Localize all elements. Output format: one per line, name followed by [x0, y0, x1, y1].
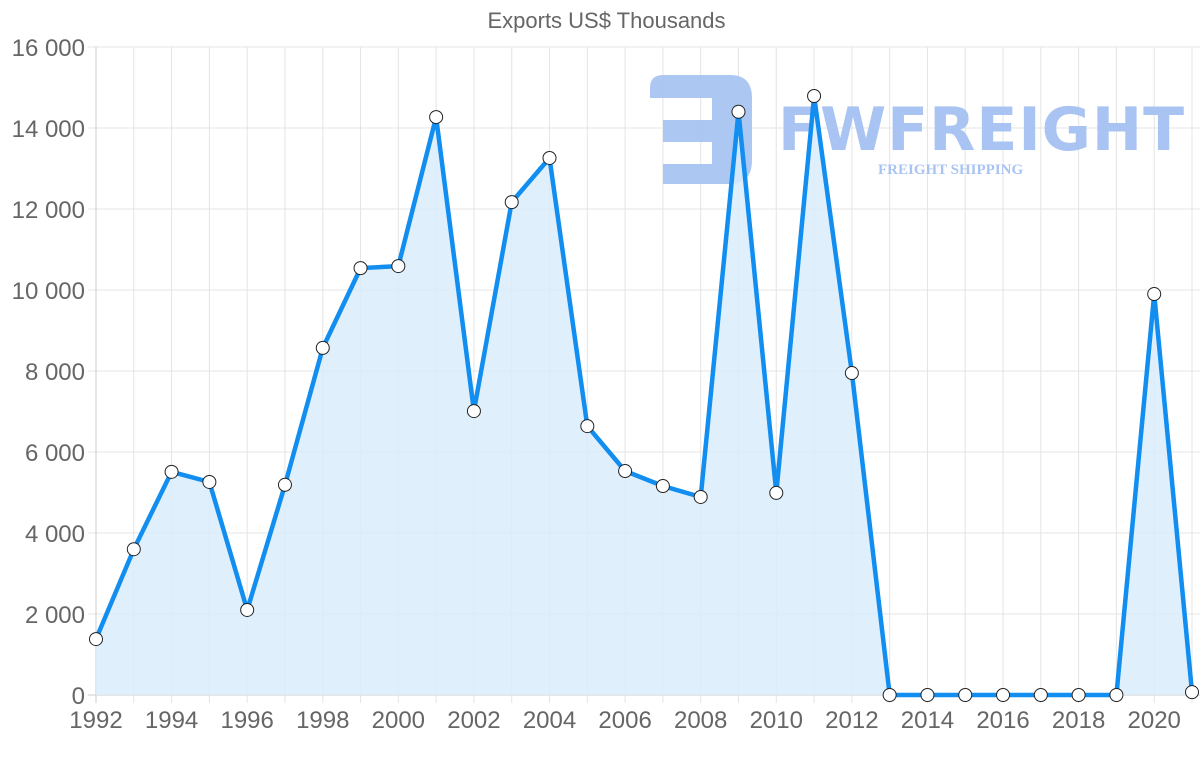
x-tick-label: 2018 — [1052, 707, 1105, 734]
data-point-2001[interactable] — [429, 110, 444, 125]
data-point-1995[interactable] — [202, 474, 217, 489]
x-tick-label: 2008 — [674, 707, 727, 734]
data-point-2016[interactable] — [996, 688, 1011, 702]
y-tick-label: 12 000 — [12, 197, 85, 224]
data-point-2003[interactable] — [504, 195, 519, 210]
x-tick-label: 2020 — [1128, 707, 1181, 734]
data-point-2014[interactable] — [920, 688, 935, 702]
x-tick-label: 2012 — [825, 707, 878, 734]
x-tick-label: 2010 — [750, 707, 803, 734]
y-axis-labels: 0 2 000 4 000 6 000 8 000 10 000 12 000 14 000 1… — [12, 35, 85, 710]
data-point-2002[interactable] — [466, 404, 481, 419]
data-point-2010[interactable] — [769, 485, 784, 500]
data-point-2007[interactable] — [655, 479, 670, 494]
data-point-1996[interactable] — [240, 602, 255, 617]
data-point-1998[interactable] — [315, 340, 330, 355]
x-tick-label: 1992 — [69, 707, 122, 734]
x-tick-label: 2006 — [598, 707, 651, 734]
watermark-tagline: FREIGHT SHIPPING — [878, 162, 1023, 178]
x-tick-label: 1998 — [296, 707, 349, 734]
y-tick-label: 0 — [72, 683, 85, 710]
data-point-1993[interactable] — [126, 542, 141, 557]
y-tick-label: 10 000 — [12, 278, 85, 305]
y-tick-label: 8 000 — [25, 359, 85, 386]
data-point-2006[interactable] — [618, 464, 633, 479]
x-tick-label: 2004 — [523, 707, 576, 734]
y-tick-label: 16 000 — [12, 35, 85, 62]
y-tick-label: 2 000 — [25, 602, 85, 629]
y-tick-label: 6 000 — [25, 440, 85, 467]
y-tick-label: 14 000 — [12, 116, 85, 143]
watermark-brand: FWFREIGHT — [778, 95, 1185, 165]
data-point-2020[interactable] — [1147, 287, 1162, 302]
x-tick-label: 2002 — [447, 707, 500, 734]
data-point-2015[interactable] — [958, 688, 973, 702]
data-point-2004[interactable] — [542, 150, 557, 165]
data-point-2009[interactable] — [731, 104, 746, 119]
data-point-1999[interactable] — [353, 261, 368, 276]
data-point-1994[interactable] — [164, 464, 179, 479]
data-point-2005[interactable] — [580, 419, 595, 434]
y-tick-label: 4 000 — [25, 521, 85, 548]
logo-mark-icon — [650, 75, 752, 184]
data-point-2019[interactable] — [1109, 688, 1124, 702]
area-fill — [96, 96, 1192, 695]
data-point-2012[interactable] — [844, 366, 859, 381]
chart-title: Exports US$ Thousands — [487, 8, 726, 33]
data-point-2008[interactable] — [693, 489, 708, 504]
data-point-2018[interactable] — [1071, 688, 1086, 702]
data-points — [89, 89, 1199, 702]
data-point-2017[interactable] — [1033, 688, 1048, 702]
data-point-2013[interactable] — [882, 688, 897, 702]
x-tick-label: 2000 — [372, 707, 425, 734]
data-point-2021[interactable] — [1185, 685, 1199, 700]
data-point-1997[interactable] — [277, 477, 292, 492]
x-axis-labels: 1992 1994 1996 1998 2000 2002 2004 2006 2008 2010… — [69, 707, 1181, 734]
x-tick-label: 2014 — [901, 707, 954, 734]
x-tick-label: 1996 — [220, 707, 273, 734]
watermark-logo: FWFREIGHT FREIGHT SHIPPING — [650, 75, 1185, 184]
x-tick-label: 2016 — [976, 707, 1029, 734]
x-tick-label: 1994 — [145, 707, 198, 734]
data-point-1992[interactable] — [89, 632, 103, 647]
data-point-2011[interactable] — [807, 89, 822, 104]
data-point-2000[interactable] — [391, 259, 406, 274]
